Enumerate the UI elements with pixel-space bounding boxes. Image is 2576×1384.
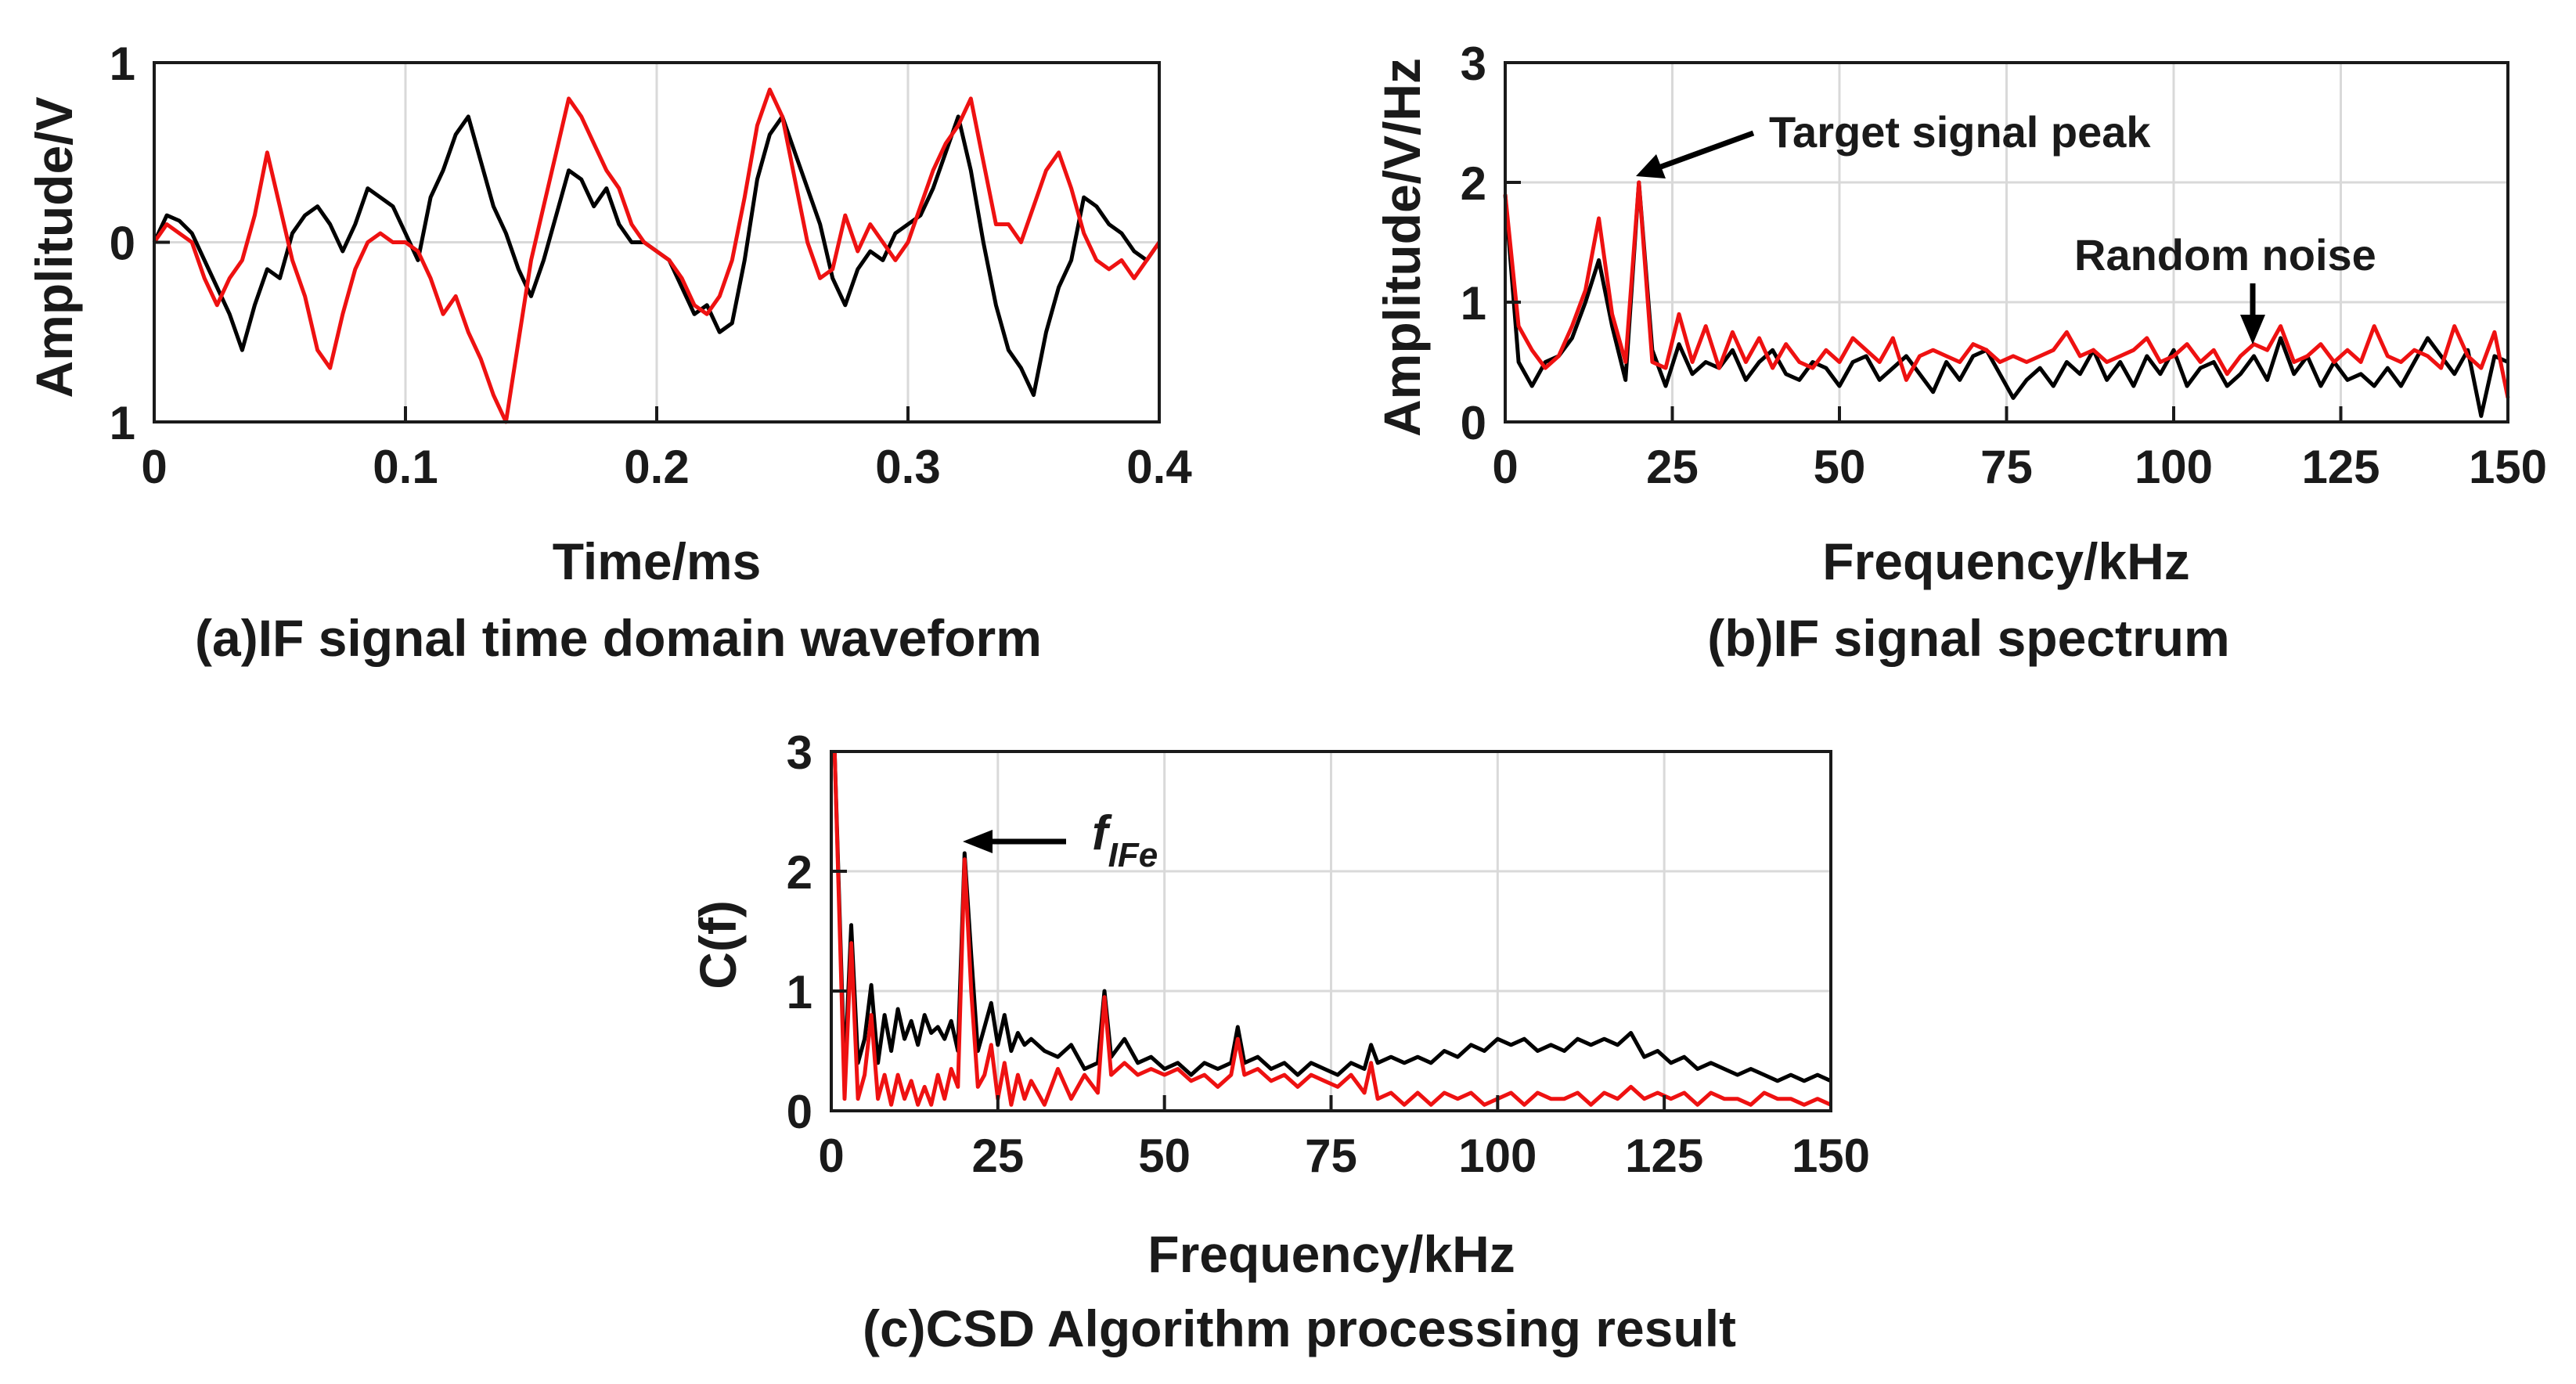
y-tick-label: 0 (110, 218, 135, 270)
x-tick-label: 150 (2469, 441, 2547, 493)
panel-b-chart: 0 25 50 75 100 125 150 0 1 2 3 (1461, 38, 2547, 493)
x-tick-label: 25 (971, 1130, 1024, 1182)
y-tick-label: 2 (1461, 157, 1486, 210)
series-line-black (832, 751, 1832, 1083)
x-tick-label: 50 (1138, 1130, 1191, 1182)
x-tick-label: 100 (1458, 1130, 1537, 1182)
x-tick-label: 50 (1814, 441, 1866, 493)
y-tick-label: 0 (787, 1086, 812, 1138)
target-peak-arrow-line (1659, 130, 1755, 170)
x-tick-label: 0.3 (875, 441, 940, 493)
y-tick-label: 3 (1461, 38, 1486, 90)
panel-a-caption: (a)IF signal time domain waveform (195, 609, 1042, 667)
target-signal-peak-annotation: Target signal peak (1769, 107, 2151, 157)
y-tick-label: 1 (1461, 277, 1486, 330)
x-tick-label: 75 (1980, 441, 2033, 493)
random-noise-arrowhead (2240, 315, 2265, 344)
fife-arrowhead (963, 830, 993, 853)
x-tick-label: 75 (1305, 1130, 1357, 1182)
panel-b-ylabel: Amplitude/V/Hz (1373, 58, 1431, 437)
random-noise-annotation: Random noise (2074, 230, 2376, 279)
panel-c-ylabel: C(f) (689, 900, 747, 989)
series-line-red (152, 87, 1162, 424)
x-tick-label: 0 (818, 1130, 844, 1182)
series-line-red (832, 751, 1832, 1107)
x-tick-label: 0.4 (1126, 441, 1192, 493)
x-tick-label: 0 (141, 441, 167, 493)
panel-c-caption: (c)CSD Algorithm processing result (863, 1299, 1736, 1357)
x-tick-label: 0.2 (624, 441, 689, 493)
target-peak-arrowhead (1636, 154, 1666, 178)
panel-a-xlabel: Time/ms (553, 532, 762, 590)
x-tick-label: 25 (1646, 441, 1699, 493)
y-tick-label: 1 (787, 966, 812, 1018)
y-tick-label: 1 (110, 397, 135, 449)
y-tick-label: 0 (1461, 397, 1486, 449)
series-line-red (1503, 180, 2510, 398)
panel-b-caption: (b)IF signal spectrum (1707, 609, 2229, 667)
y-tick-label: 2 (787, 846, 812, 899)
panel-a-ylabel: Amplitude/V (25, 96, 83, 398)
y-tick-label: 1 (110, 38, 135, 90)
panel-b-xlabel: Frequency/kHz (1822, 532, 2189, 590)
fife-annotation-subscript: IFe (1108, 836, 1158, 874)
x-tick-label: 125 (1625, 1130, 1703, 1182)
panel-c-xlabel: Frequency/kHz (1147, 1225, 1515, 1283)
x-tick-label: 0.1 (373, 441, 438, 493)
x-tick-label: 125 (2301, 441, 2380, 493)
x-tick-label: 100 (2135, 441, 2213, 493)
series-line-black (1503, 180, 2509, 418)
panel-c-chart: 0 25 50 75 100 125 150 0 1 2 3 (787, 726, 1870, 1182)
y-tick-label: 3 (787, 726, 812, 779)
x-tick-label: 150 (1792, 1130, 1870, 1182)
x-tick-label: 0 (1492, 441, 1518, 493)
